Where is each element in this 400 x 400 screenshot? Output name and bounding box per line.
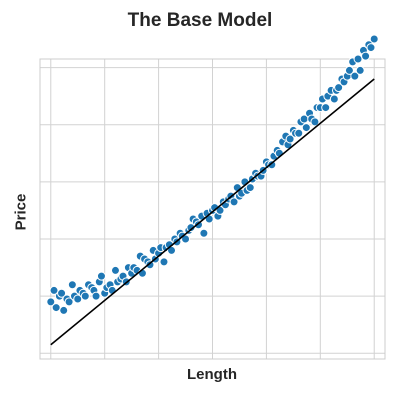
data-point xyxy=(334,83,344,93)
data-point xyxy=(353,54,363,64)
data-point xyxy=(159,257,169,267)
data-point xyxy=(145,260,155,270)
data-point xyxy=(96,271,106,281)
data-point xyxy=(355,65,365,75)
data-point xyxy=(80,291,90,301)
x-axis-label: Length xyxy=(187,366,237,383)
data-point xyxy=(285,134,295,144)
data-point xyxy=(329,94,339,104)
data-point xyxy=(294,128,304,138)
data-point xyxy=(51,303,61,313)
plot-frame xyxy=(39,58,386,360)
data-point xyxy=(49,285,59,295)
data-point xyxy=(64,297,74,307)
data-point xyxy=(59,305,69,315)
data-point xyxy=(267,160,277,170)
data-point xyxy=(110,265,120,275)
data-point xyxy=(321,103,331,113)
data-point xyxy=(310,117,320,127)
data-point xyxy=(344,65,354,75)
data-point xyxy=(137,268,147,278)
data-point xyxy=(350,71,360,81)
data-point xyxy=(186,223,196,233)
data-point xyxy=(91,291,101,301)
data-point xyxy=(361,51,371,61)
data-point xyxy=(73,294,83,304)
data-point xyxy=(301,123,311,133)
data-point xyxy=(366,43,376,53)
chart-title: The Base Model xyxy=(127,10,273,31)
data-point xyxy=(57,288,67,298)
data-point xyxy=(229,197,239,207)
data-point xyxy=(67,280,77,290)
data-point xyxy=(245,183,255,193)
data-point xyxy=(199,228,209,238)
fit-line xyxy=(50,78,375,346)
data-point xyxy=(46,297,56,307)
data-point xyxy=(369,34,379,44)
